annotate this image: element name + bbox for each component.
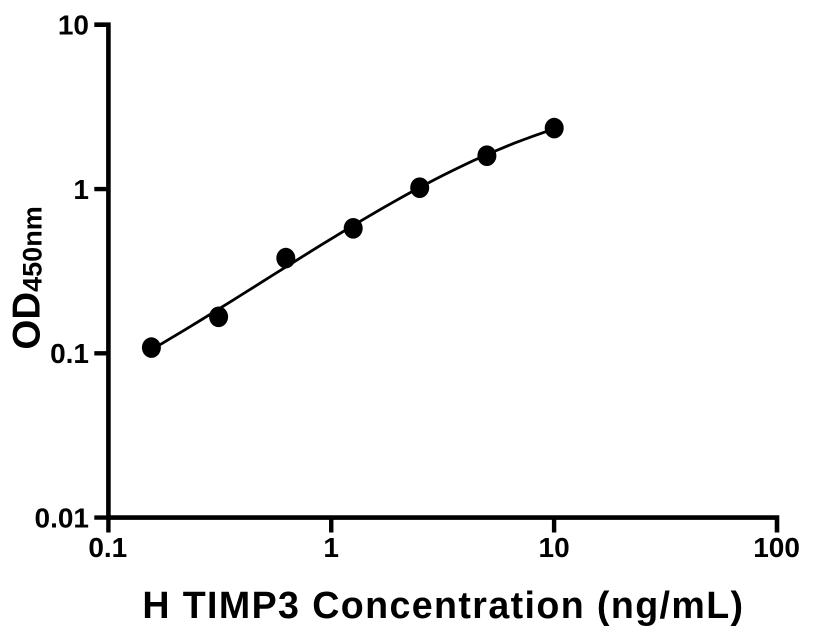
svg-text:10: 10 [539, 532, 570, 563]
svg-text:0.01: 0.01 [35, 502, 90, 533]
svg-text:H TIMP3 Concentration (ng/mL): H TIMP3 Concentration (ng/mL) [142, 584, 744, 626]
svg-text:0.1: 0.1 [88, 532, 127, 563]
svg-text:1: 1 [323, 532, 339, 563]
svg-text:0.1: 0.1 [50, 338, 89, 369]
svg-text:1: 1 [73, 174, 89, 205]
svg-text:OD450nm: OD450nm [6, 206, 49, 349]
svg-text:10: 10 [58, 10, 89, 41]
svg-text:100: 100 [753, 532, 800, 563]
